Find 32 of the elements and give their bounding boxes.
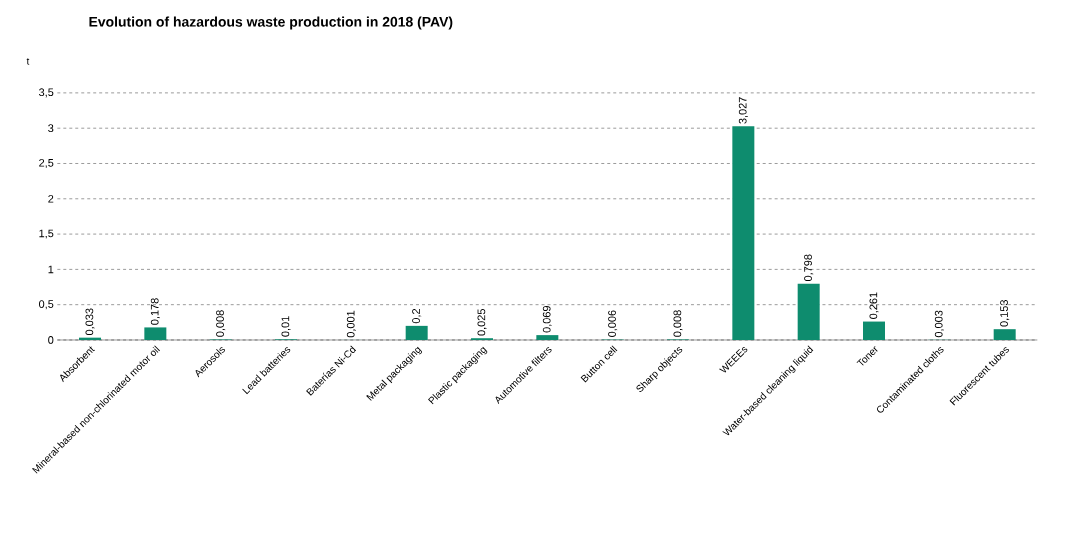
data-label: 0,01 <box>281 316 291 337</box>
chart-title: Evolution of hazardous waste production in 2018 (PAV) <box>89 16 453 30</box>
y-tick-label: 0,5 <box>39 300 54 310</box>
bar <box>144 327 167 340</box>
bar <box>993 329 1016 340</box>
data-label: 3,027 <box>738 97 748 124</box>
data-label: 0,033 <box>85 308 95 336</box>
data-label: 0,003 <box>934 310 944 338</box>
bar <box>405 325 428 340</box>
y-tick-label: 3 <box>48 124 54 133</box>
y-tick-label: 3,5 <box>39 88 54 98</box>
bar <box>536 335 559 340</box>
y-tick-label: 2,5 <box>39 158 54 169</box>
bar <box>797 283 820 340</box>
y-tick-label: 1 <box>48 265 54 274</box>
bar <box>863 321 886 340</box>
data-label: 0,025 <box>477 309 487 336</box>
y-tick-label: 2 <box>48 194 54 203</box>
data-label: 0,008 <box>216 310 226 337</box>
data-label: 0,069 <box>542 306 552 333</box>
data-label: 0,008 <box>673 310 683 337</box>
y-tick-label: 0 <box>48 336 54 344</box>
bar <box>732 126 755 340</box>
data-label: 0,261 <box>869 292 879 319</box>
data-label: 0,2 <box>412 308 422 324</box>
y-axis-title: t <box>26 58 30 65</box>
data-label: 0,178 <box>150 298 160 325</box>
data-label: 0,001 <box>346 310 356 338</box>
data-label: 0,153 <box>1000 300 1010 327</box>
data-label: 0,006 <box>608 310 618 337</box>
y-tick-label: 1,5 <box>39 229 54 239</box>
data-label: 0,798 <box>804 254 814 282</box>
